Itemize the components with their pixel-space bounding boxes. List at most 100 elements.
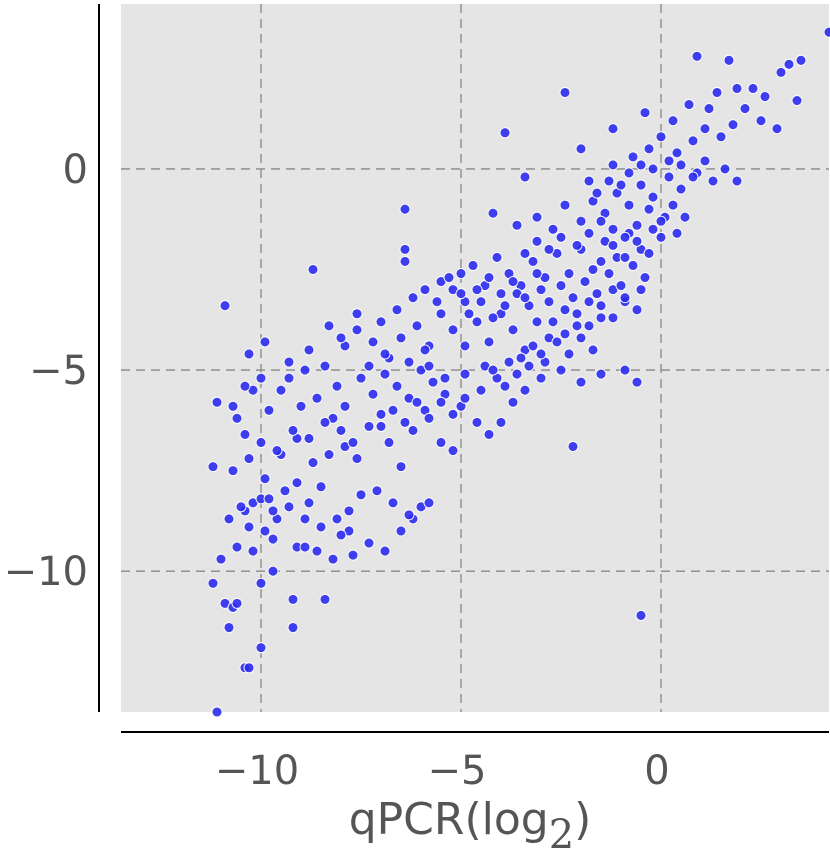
data-point <box>419 344 431 356</box>
data-point <box>571 320 583 332</box>
data-point <box>475 296 487 308</box>
data-point <box>675 183 687 195</box>
data-point <box>339 400 351 412</box>
data-point <box>499 127 511 139</box>
data-point <box>435 308 447 320</box>
data-point <box>723 54 735 66</box>
x-axis-title-main: qPCR(log <box>349 794 549 845</box>
data-point <box>491 251 503 263</box>
data-point <box>395 525 407 537</box>
plot-background <box>121 4 829 712</box>
data-point <box>259 525 271 537</box>
data-point <box>411 320 423 332</box>
data-point <box>335 332 347 344</box>
data-point <box>495 288 507 300</box>
data-point <box>407 424 419 436</box>
data-point <box>423 412 435 424</box>
data-point <box>255 437 267 448</box>
data-point <box>759 91 771 102</box>
data-point <box>635 179 647 191</box>
data-point <box>411 396 423 408</box>
data-point <box>583 320 595 332</box>
data-point <box>399 243 411 255</box>
data-point <box>427 376 439 388</box>
data-point <box>275 384 287 396</box>
data-point <box>455 288 467 300</box>
data-point <box>303 497 315 509</box>
x-tick-label: −10 <box>215 748 299 794</box>
data-point <box>379 348 391 360</box>
data-point <box>607 312 619 324</box>
data-point <box>367 388 379 400</box>
data-point <box>287 593 299 605</box>
data-point <box>715 131 727 143</box>
data-point <box>683 99 695 111</box>
data-point <box>259 473 271 485</box>
data-point <box>535 372 547 384</box>
data-point <box>635 284 647 296</box>
data-point <box>387 497 399 509</box>
data-point <box>247 545 259 557</box>
data-point <box>291 477 303 489</box>
data-point <box>603 268 615 279</box>
data-point <box>551 336 563 348</box>
data-point <box>363 537 375 549</box>
data-point <box>595 300 607 312</box>
data-point <box>771 123 783 135</box>
data-point <box>471 416 483 428</box>
data-point <box>527 340 539 352</box>
data-point <box>455 268 467 279</box>
data-point <box>719 163 731 175</box>
data-point <box>395 461 407 473</box>
data-point <box>351 453 363 465</box>
data-point <box>571 239 583 251</box>
data-point <box>443 272 455 283</box>
data-point <box>423 360 435 372</box>
data-point <box>635 610 647 621</box>
data-point <box>255 372 267 384</box>
data-point <box>567 441 579 452</box>
data-point <box>511 219 523 231</box>
data-point <box>243 348 255 360</box>
x-tick-labels: −10 −5 0 <box>215 748 670 794</box>
data-point <box>675 159 687 171</box>
data-point <box>647 163 659 175</box>
data-point <box>699 155 711 167</box>
data-point <box>515 352 527 364</box>
data-point <box>347 437 359 448</box>
data-point <box>391 304 403 316</box>
data-point <box>447 445 459 456</box>
data-point <box>643 143 655 155</box>
data-point <box>227 465 239 477</box>
data-point <box>435 396 447 408</box>
data-point <box>399 256 411 267</box>
x-axis-title-subscript: 2 <box>549 812 574 848</box>
data-point <box>543 296 555 308</box>
data-point <box>615 280 627 292</box>
data-point <box>263 493 275 505</box>
data-point <box>323 449 335 460</box>
data-point <box>207 577 219 589</box>
data-point <box>783 58 795 70</box>
data-point <box>575 332 587 344</box>
data-point <box>671 227 683 239</box>
data-point <box>639 272 651 283</box>
data-point <box>307 264 319 275</box>
x-axis-title-close: ) <box>574 794 591 845</box>
data-point <box>707 175 719 187</box>
data-point <box>559 199 571 211</box>
data-point <box>727 119 739 131</box>
data-point <box>647 191 659 203</box>
data-point <box>535 348 547 360</box>
data-point <box>207 461 219 473</box>
data-point <box>231 412 243 424</box>
data-point <box>299 364 311 376</box>
data-point <box>731 83 743 94</box>
data-point <box>331 380 343 392</box>
data-point <box>531 235 543 247</box>
data-point <box>483 428 495 440</box>
data-point <box>375 420 387 432</box>
data-point <box>375 408 387 420</box>
data-point <box>335 424 347 436</box>
